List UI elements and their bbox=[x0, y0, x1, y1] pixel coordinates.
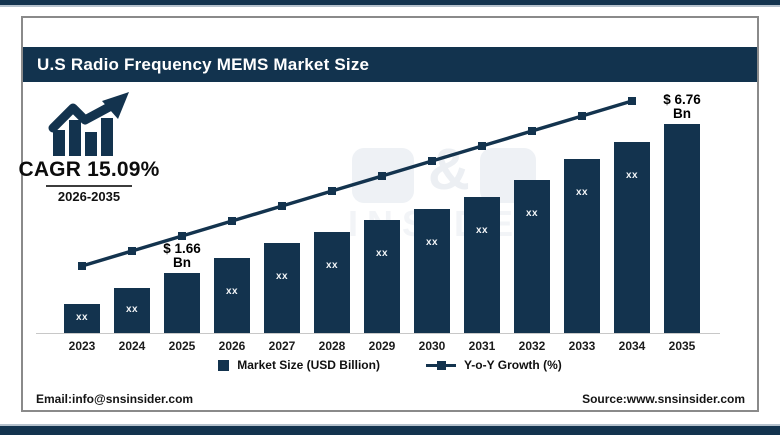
bar-masked-value: xx bbox=[425, 237, 439, 248]
footer-email: Email:info@snsinsider.com bbox=[36, 392, 194, 406]
year-label-2027: 2027 bbox=[268, 339, 296, 353]
x-axis-line bbox=[36, 333, 720, 334]
bar-2028: xx bbox=[314, 232, 350, 333]
growth-marker bbox=[128, 247, 136, 255]
bar-masked-value: xx bbox=[325, 260, 339, 271]
bar-2032: xx bbox=[514, 180, 550, 333]
bar-2025 bbox=[164, 273, 200, 333]
bar-masked-value: xx bbox=[575, 187, 589, 198]
bar-2030: xx bbox=[414, 209, 450, 333]
year-label-2033: 2033 bbox=[568, 339, 596, 353]
growth-marker bbox=[528, 127, 536, 135]
bar-2023: xx bbox=[64, 304, 100, 333]
legend-label-yoy-growth: Y-o-Y Growth (%) bbox=[463, 358, 562, 372]
bar-masked-value: xx bbox=[75, 311, 89, 323]
year-label-2025: 2025 bbox=[168, 339, 196, 353]
footer-source: Source:www.snsinsider.com bbox=[582, 392, 745, 406]
year-label-2030: 2030 bbox=[418, 339, 446, 353]
chart-title: U.S Radio Frequency MEMS Market Size bbox=[37, 55, 370, 74]
year-label-2026: 2026 bbox=[218, 339, 246, 353]
callout-unit: Bn bbox=[173, 255, 191, 270]
bottom-accent-bar bbox=[0, 424, 780, 435]
title-banner: U.S Radio Frequency MEMS Market Size bbox=[23, 47, 757, 82]
top-accent-bar bbox=[0, 0, 780, 7]
bar-masked-value: xx bbox=[375, 248, 389, 259]
bar-masked-value: xx bbox=[475, 225, 489, 236]
bar-2027: xx bbox=[264, 243, 300, 333]
legend-line-swatch-icon bbox=[425, 360, 456, 370]
bar-2029: xx bbox=[364, 220, 400, 333]
growth-marker bbox=[378, 172, 386, 180]
growth-marker bbox=[178, 232, 186, 240]
bar-2024: xx bbox=[114, 288, 150, 333]
growth-marker bbox=[428, 157, 436, 165]
year-label-2028: 2028 bbox=[318, 339, 346, 353]
growth-marker bbox=[478, 142, 486, 150]
bar-2034: xx bbox=[614, 142, 650, 333]
bar-masked-value: xx bbox=[225, 286, 239, 297]
growth-marker bbox=[578, 112, 586, 120]
growth-marker bbox=[228, 217, 236, 225]
year-label-2035: 2035 bbox=[668, 339, 696, 353]
callout-value: $ 1.66 bbox=[163, 241, 201, 256]
legend-item-market-size: Market Size (USD Billion) bbox=[218, 358, 380, 372]
bar-masked-value: xx bbox=[275, 271, 289, 282]
year-label-2032: 2032 bbox=[518, 339, 546, 353]
bar-masked-value: xx bbox=[625, 170, 639, 181]
year-label-2031: 2031 bbox=[468, 339, 496, 353]
callout-value: $ 6.76 bbox=[663, 92, 701, 107]
year-label-2029: 2029 bbox=[368, 339, 396, 353]
legend: Market Size (USD Billion) Y-o-Y Growth (… bbox=[0, 358, 780, 372]
legend-bar-swatch-icon bbox=[218, 359, 230, 371]
legend-label-market-size: Market Size (USD Billion) bbox=[237, 358, 380, 372]
year-label-2024: 2024 bbox=[118, 339, 146, 353]
bar-masked-value: xx bbox=[525, 208, 539, 219]
bar-2031: xx bbox=[464, 197, 500, 333]
growth-marker bbox=[278, 202, 286, 210]
bar-masked-value: xx bbox=[125, 303, 139, 315]
bar-2035 bbox=[664, 124, 700, 333]
value-callout-2035: $ 6.76 Bn bbox=[646, 93, 718, 121]
year-label-2023: 2023 bbox=[68, 339, 96, 353]
bar-2033: xx bbox=[564, 159, 600, 333]
legend-line-marker-icon bbox=[436, 360, 446, 370]
legend-item-yoy-growth: Y-o-Y Growth (%) bbox=[425, 358, 562, 372]
growth-marker bbox=[328, 187, 336, 195]
year-label-2034: 2034 bbox=[618, 339, 646, 353]
growth-marker bbox=[628, 97, 636, 105]
value-callout-2025: $ 1.66 Bn bbox=[146, 242, 218, 270]
growth-marker bbox=[78, 262, 86, 270]
callout-unit: Bn bbox=[673, 106, 691, 121]
bar-2026: xx bbox=[214, 258, 250, 333]
